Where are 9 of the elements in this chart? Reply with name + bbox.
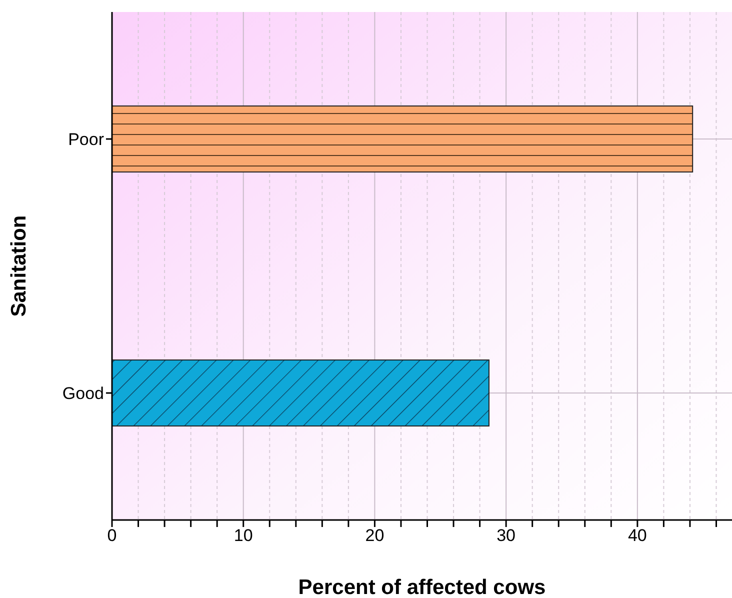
x-tick-label: 30	[496, 526, 516, 546]
y-tick-label: Poor	[68, 130, 104, 150]
x-tick-label: 0	[107, 526, 117, 546]
x-tick-label: 40	[628, 526, 647, 546]
x-tick-label: 10	[234, 526, 253, 546]
y-tick-label: Good	[62, 384, 104, 404]
x-tick-label: 20	[365, 526, 384, 546]
y-axis-title: Sanitation	[7, 215, 30, 317]
x-axis-title: Percent of affected cows	[298, 576, 546, 598]
